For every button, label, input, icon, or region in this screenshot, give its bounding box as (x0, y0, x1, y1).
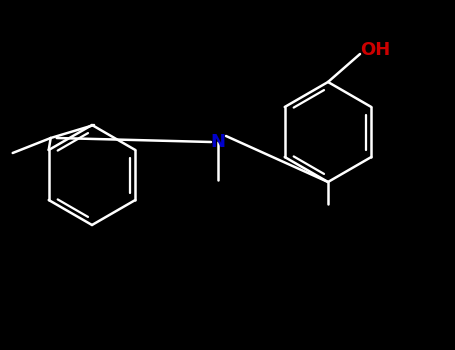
Text: N: N (211, 133, 226, 151)
Text: OH: OH (360, 41, 390, 59)
